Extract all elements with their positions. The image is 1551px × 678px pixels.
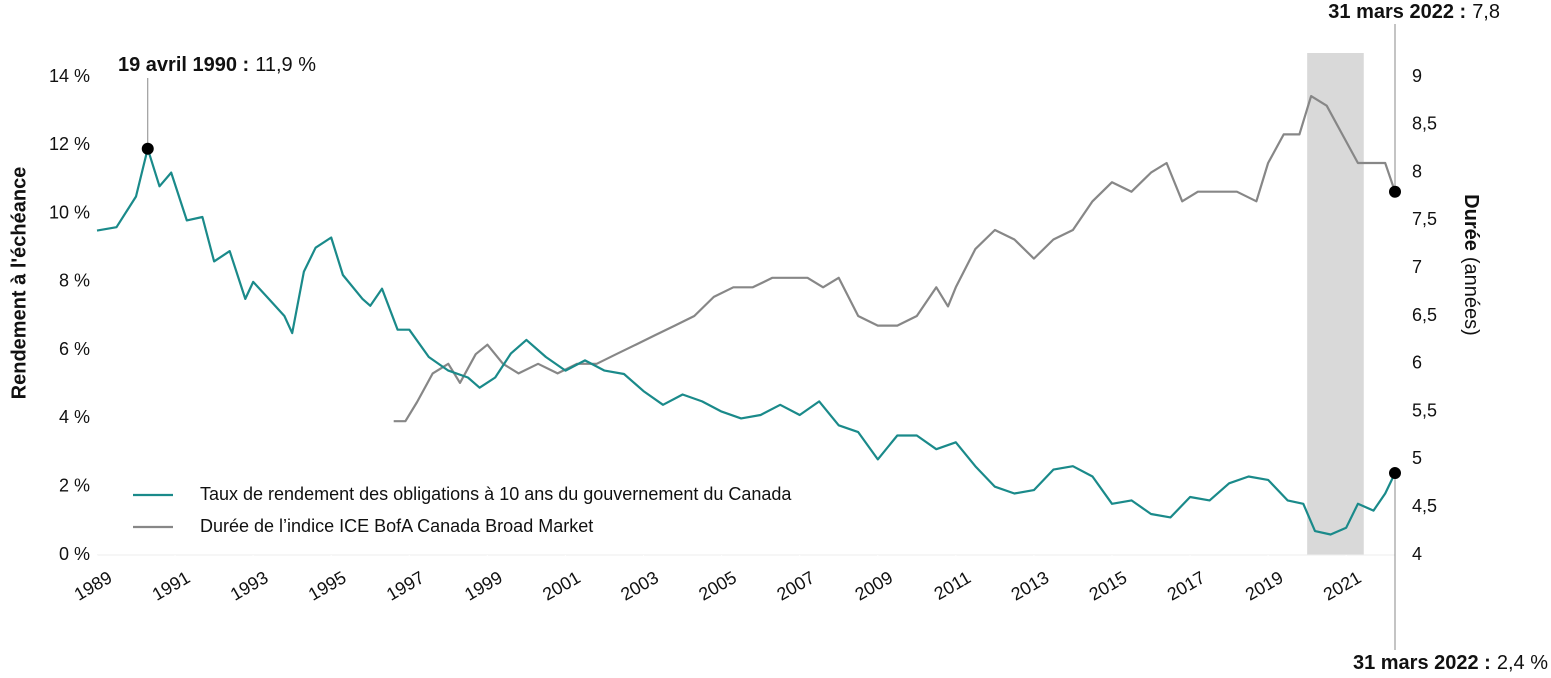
x-tick-label: 1993 bbox=[227, 567, 272, 604]
y2-tick-label: 6,5 bbox=[1412, 305, 1437, 325]
annotation-text: 31 mars 2022 : 2,4 % bbox=[1353, 652, 1548, 674]
y2-title-bold: Durée bbox=[1460, 194, 1482, 251]
x-tick-label: 1997 bbox=[383, 567, 428, 604]
annotation-value: 7,8 bbox=[1472, 1, 1500, 23]
annotation-date: 31 mars 2022 : bbox=[1353, 652, 1491, 674]
x-tick-label: 2007 bbox=[773, 567, 818, 604]
x-tick-label: 1999 bbox=[461, 567, 506, 604]
x-tick-label: 2021 bbox=[1320, 567, 1365, 604]
annotation-date: 31 mars 2022 : bbox=[1328, 1, 1466, 23]
highlight-band bbox=[1307, 53, 1364, 555]
x-tick-label: 2009 bbox=[851, 567, 896, 604]
y-tick-label: 4 % bbox=[59, 407, 90, 427]
y2-tick-label: 9 bbox=[1412, 66, 1422, 86]
annotation-date: 19 avril 1990 : bbox=[118, 54, 249, 76]
y-tick-label: 12 % bbox=[49, 134, 90, 154]
y2-axis-title: Durée (années) bbox=[1460, 194, 1482, 336]
y2-title-rest: (années) bbox=[1460, 257, 1482, 336]
y2-tick-label: 7,5 bbox=[1412, 209, 1437, 229]
x-tick-label: 2003 bbox=[617, 567, 662, 604]
y-tick-label: 8 % bbox=[59, 271, 90, 291]
x-tick-label: 1989 bbox=[71, 567, 116, 604]
y2-tick-label: 8,5 bbox=[1412, 114, 1437, 134]
x-tick-label: 2011 bbox=[931, 567, 975, 604]
x-tick-label: 2017 bbox=[1164, 567, 1209, 604]
x-tick-label: 2015 bbox=[1086, 567, 1131, 604]
annotation-point bbox=[1389, 467, 1401, 480]
annotation-point bbox=[141, 142, 154, 155]
x-tick-label: 2019 bbox=[1242, 567, 1287, 604]
y2-tick-label: 7 bbox=[1412, 257, 1422, 277]
x-tick-label: 2001 bbox=[539, 567, 584, 604]
x-tick-label: 2013 bbox=[1008, 567, 1053, 604]
y-tick-label: 0 % bbox=[59, 544, 90, 564]
y2-tick-label: 5,5 bbox=[1412, 400, 1437, 420]
y2-tick-label: 4,5 bbox=[1412, 496, 1437, 516]
annotation-value: 11,9 % bbox=[255, 54, 316, 76]
y2-tick-label: 6 bbox=[1412, 353, 1422, 373]
y-tick-label: 6 % bbox=[59, 339, 90, 359]
y-tick-label: 14 % bbox=[49, 66, 90, 86]
y-axis-title: Rendement à l'échéance bbox=[8, 167, 30, 400]
y2-tick-label: 4 bbox=[1412, 544, 1422, 564]
annotation-text: 19 avril 1990 : 11,9 % bbox=[118, 54, 316, 76]
annotation-text: 31 mars 2022 : 7,8 bbox=[1328, 1, 1500, 23]
series-line bbox=[393, 95, 1397, 423]
y2-tick-label: 5 bbox=[1412, 448, 1422, 468]
legend-label: Durée de l’indice ICE BofA Canada Broad … bbox=[200, 516, 593, 536]
annotation-point bbox=[1389, 185, 1401, 198]
x-tick-label: 1991 bbox=[149, 567, 194, 604]
legend-label: Taux de rendement des obligations à 10 a… bbox=[200, 484, 792, 504]
y-tick-label: 10 % bbox=[49, 202, 90, 222]
series-line bbox=[96, 147, 1396, 536]
y-tick-label: 2 % bbox=[59, 475, 90, 495]
x-tick-label: 1995 bbox=[305, 567, 350, 604]
y2-tick-label: 8 bbox=[1412, 161, 1422, 181]
x-tick-label: 2005 bbox=[695, 567, 740, 604]
annotation-value: 2,4 % bbox=[1497, 652, 1548, 674]
